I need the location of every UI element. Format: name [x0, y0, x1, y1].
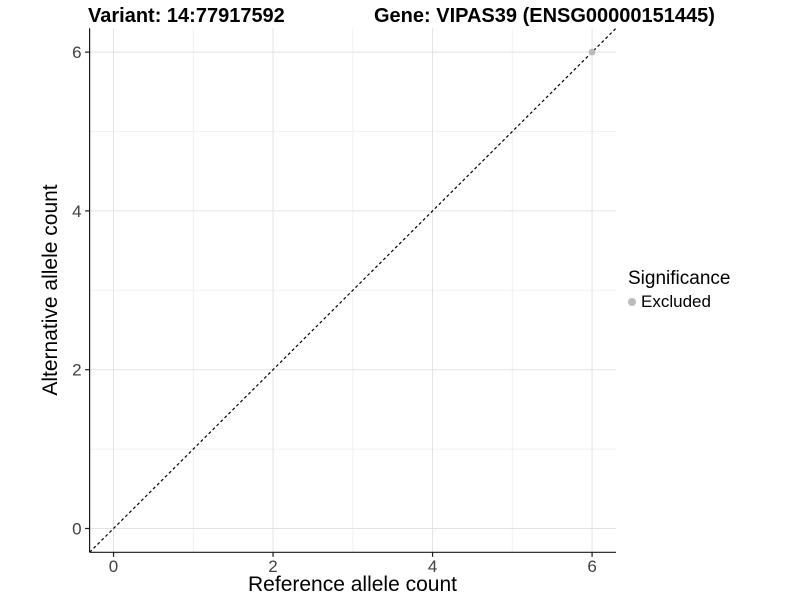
x-tick-label: 2	[268, 557, 277, 576]
plot-title-gene: Gene: VIPAS39 (ENSG00000151445)	[374, 5, 715, 27]
legend: Significance Excluded	[628, 268, 730, 312]
legend-entry-label: Excluded	[641, 292, 711, 311]
legend-point-icon	[628, 298, 636, 306]
y-tick-label: 0	[72, 519, 81, 538]
x-tick-label: 6	[587, 557, 596, 576]
x-axis-title: Reference allele count	[248, 573, 457, 596]
legend-title: Significance	[628, 268, 731, 289]
data-point-excluded	[588, 48, 596, 56]
y-axis-title: Alternative allele count	[39, 184, 62, 396]
identity-reference-line	[89, 27, 617, 553]
plot-title-variant: Variant: 14:77917592	[88, 5, 285, 27]
x-tick-label: 0	[109, 557, 118, 576]
y-tick-label: 2	[72, 361, 81, 380]
x-tick-label: 4	[428, 557, 437, 576]
legend-entry-excluded: Excluded	[628, 292, 730, 312]
y-tick-label: 6	[72, 43, 81, 62]
y-tick-label: 4	[72, 202, 81, 221]
